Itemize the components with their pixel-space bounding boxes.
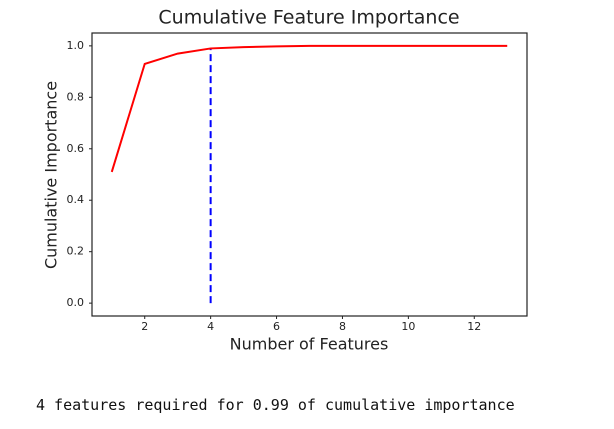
y-tick-label: 0.4 — [67, 193, 85, 206]
chart: Cumulative Feature Importance Number of … — [42, 7, 528, 354]
x-tick-label: 2 — [141, 320, 148, 333]
x-tick-label: 4 — [207, 320, 214, 333]
output-text: 4 features required for 0.99 of cumulati… — [36, 396, 515, 414]
y-tick-label: 1.0 — [67, 39, 85, 52]
line — [110, 44, 508, 173]
y-tick-label: 0.6 — [67, 142, 85, 155]
y-tick-label: 0.8 — [67, 90, 85, 103]
chart-title: Cumulative Feature Importance — [158, 7, 459, 29]
x-tick-label: 6 — [273, 320, 280, 333]
y-tick-label: 0.0 — [67, 296, 85, 309]
x-tick-label: 12 — [467, 320, 481, 333]
x-tick-label: 10 — [401, 320, 415, 333]
x-axis-label: Number of Features — [230, 335, 389, 354]
y-tick-label: 0.2 — [67, 245, 85, 258]
y-axis-label: Cumulative Importance — [42, 81, 61, 269]
x-tick-label: 8 — [339, 320, 346, 333]
plot-frame — [91, 32, 528, 317]
